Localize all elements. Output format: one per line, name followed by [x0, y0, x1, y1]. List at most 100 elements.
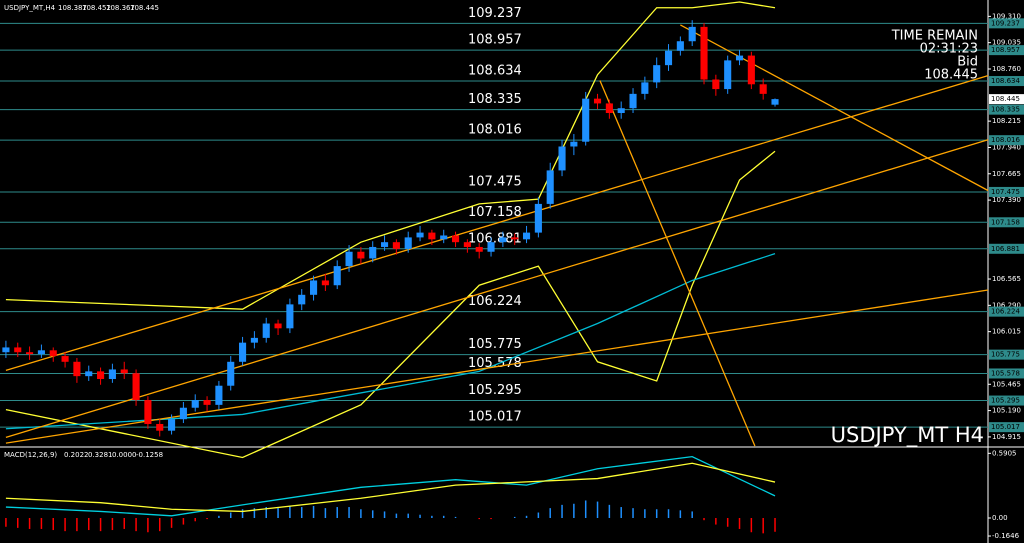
- candle-body: [274, 323, 282, 329]
- time-remaining: 02:31:23: [920, 42, 978, 57]
- candle-body: [499, 237, 507, 243]
- y-tick-label: 0.5905: [992, 449, 1017, 457]
- level-box: [989, 368, 1024, 379]
- level-box: [989, 243, 1024, 254]
- ohlc-readout: 108.387: [58, 4, 87, 12]
- overlay-line: [599, 80, 756, 447]
- candle-body: [250, 337, 258, 343]
- level-box: [989, 104, 1024, 115]
- candle-body: [14, 347, 22, 353]
- candle-body: [73, 361, 81, 377]
- y-tick-label: 107.665: [992, 170, 1021, 178]
- level-label: 106.881: [468, 231, 522, 246]
- level-box-label: 106.224: [991, 308, 1020, 316]
- watermark: USDJPY_MT H4: [831, 423, 984, 448]
- candle-body: [735, 55, 744, 61]
- candle-body: [392, 242, 400, 249]
- candle-body: [747, 55, 755, 85]
- candle-body: [546, 170, 554, 204]
- y-tick-label: 106.565: [992, 275, 1021, 283]
- candle-body: [617, 108, 625, 113]
- candle-body: [97, 371, 105, 380]
- candle-body: [771, 99, 779, 105]
- y-tick-label: 108.215: [992, 117, 1021, 125]
- level-box: [989, 349, 1024, 360]
- candle-body: [357, 251, 365, 259]
- overlay-line: [5, 253, 776, 430]
- candle-body: [759, 84, 767, 94]
- time-label: TIME REMAIN: [891, 29, 978, 44]
- macd-readout: 0.2022: [64, 451, 89, 459]
- level-label: 107.475: [468, 174, 522, 189]
- candle-body: [664, 50, 673, 66]
- overlay-line: [5, 150, 776, 459]
- overlay-line: [5, 289, 989, 444]
- candle-body: [61, 356, 69, 362]
- candle-body: [203, 400, 211, 405]
- level-box-label: 105.578: [991, 369, 1020, 377]
- candle-body: [369, 246, 377, 259]
- candle-body: [239, 342, 247, 362]
- candle-body: [570, 141, 578, 147]
- y-tick-label: 106.015: [992, 328, 1021, 336]
- candle-body: [262, 323, 270, 338]
- y-tick-label: 108.760: [992, 65, 1021, 73]
- candle-body: [26, 352, 34, 355]
- candle-body: [404, 237, 412, 249]
- y-tick-label: 106.290: [992, 301, 1021, 309]
- level-box-label: 107.475: [991, 188, 1020, 196]
- candle-body: [676, 41, 684, 51]
- candle-body: [381, 242, 389, 247]
- candle-body: [428, 232, 436, 240]
- candle-body: [321, 280, 329, 286]
- bid-label: Bid: [957, 55, 978, 70]
- level-box-label: 108.335: [991, 106, 1020, 114]
- candle-body: [85, 371, 93, 377]
- level-label: 109.237: [468, 6, 522, 21]
- level-box-label: 105.017: [991, 423, 1020, 431]
- candle-body: [463, 242, 471, 247]
- y-tick-label: 0.00: [992, 514, 1008, 522]
- candle-body: [487, 242, 495, 252]
- candle-body: [191, 400, 199, 408]
- macd-line: [5, 455, 776, 517]
- y-tick-label: 105.465: [992, 380, 1021, 388]
- level-box: [989, 217, 1024, 228]
- ohlc-readout: 108.445: [130, 4, 159, 12]
- level-box: [989, 422, 1024, 433]
- level-box: [989, 18, 1024, 29]
- candle-body: [451, 235, 460, 243]
- candle-body: [156, 423, 164, 431]
- candle-body: [37, 350, 45, 355]
- level-label: 108.957: [468, 33, 522, 48]
- level-box-label: 108.634: [991, 77, 1020, 85]
- ohlc-readout: 108.452: [82, 4, 111, 12]
- candle-body: [49, 350, 57, 357]
- level-box-label: 107.158: [991, 218, 1020, 226]
- candle-body: [593, 98, 602, 104]
- level-label: 107.158: [468, 205, 522, 220]
- candle-body: [700, 26, 708, 80]
- overlay-line: [5, 75, 989, 372]
- level-label: 106.224: [468, 294, 522, 309]
- candle-body: [144, 400, 152, 424]
- candle-body: [534, 203, 542, 233]
- candle-body: [641, 82, 649, 94]
- candle-body: [168, 419, 176, 431]
- macd-title: MACD(12,26,9): [4, 451, 57, 459]
- level-box-label: 106.881: [991, 245, 1020, 253]
- overlay-line: [5, 139, 989, 439]
- candle-body: [688, 26, 696, 42]
- level-label: 105.017: [468, 410, 522, 425]
- candle-body: [440, 235, 448, 240]
- candle-body: [215, 385, 223, 405]
- bid-price: 108.445: [924, 68, 978, 83]
- candle-body: [345, 251, 353, 267]
- candle-body: [333, 266, 341, 286]
- candle-body: [298, 294, 306, 305]
- histogram-readout: -0.1258: [136, 451, 163, 459]
- level-label: 108.016: [468, 123, 522, 138]
